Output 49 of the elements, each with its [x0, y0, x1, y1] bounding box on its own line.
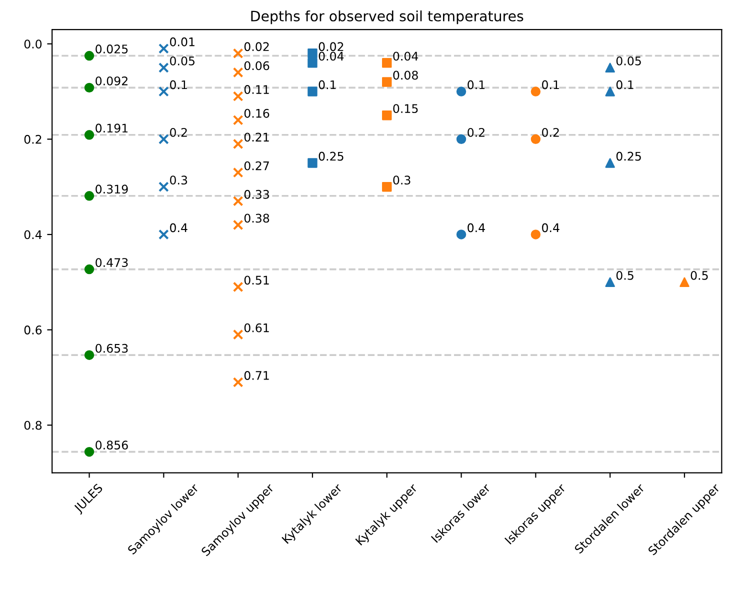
data-label: 0.319 — [96, 184, 128, 194]
data-label: 0.1 — [318, 80, 336, 90]
data-label: 0.05 — [616, 56, 641, 66]
data-label: 0.15 — [393, 104, 418, 114]
data-label: 0.473 — [96, 258, 128, 267]
data-label: 0.71 — [244, 371, 269, 380]
y-tick-label: 0.6 — [24, 326, 42, 334]
data-label: 0.3 — [170, 176, 188, 185]
data-label: 0.4 — [170, 223, 188, 232]
data-label: 0.191 — [96, 124, 128, 133]
data-label: 0.16 — [244, 108, 270, 118]
data-label: 0.61 — [244, 323, 269, 332]
data-label: 0.1 — [170, 80, 187, 90]
data-label: 0.38 — [244, 214, 270, 223]
data-label: 0.25 — [616, 152, 641, 161]
data-label: 0.08 — [393, 70, 418, 80]
chart-title: Depths for observed soil temperatures — [251, 10, 524, 24]
data-label: 0.02 — [318, 42, 344, 52]
data-label: 0.11 — [244, 85, 269, 94]
y-tick-label: 0.0 — [24, 40, 42, 48]
data-label: 0.2 — [468, 128, 484, 137]
data-label: 0.2 — [542, 128, 559, 137]
data-label: 0.06 — [244, 61, 270, 70]
data-label: 0.5 — [690, 270, 708, 280]
data-label: 0.51 — [244, 276, 269, 285]
data-label: 0.5 — [616, 270, 634, 280]
data-label: 0.02 — [244, 42, 269, 52]
data-label: 0.01 — [170, 37, 194, 46]
data-label: 0.4 — [542, 223, 560, 232]
data-label: 0.27 — [244, 161, 269, 170]
data-label: 0.2 — [170, 128, 187, 137]
y-tick-label: 0.4 — [24, 230, 42, 240]
data-label: 0.856 — [96, 440, 128, 450]
data-label: 0.25 — [318, 152, 344, 161]
data-label: 0.1 — [542, 80, 559, 90]
data-label: 0.1 — [468, 80, 485, 90]
data-label: 0.3 — [393, 176, 410, 185]
data-label: 0.092 — [96, 76, 128, 86]
data-label: 0.1 — [616, 80, 634, 90]
y-tick-label: 0.2 — [24, 134, 42, 144]
data-label: 0.4 — [468, 223, 485, 232]
data-label: 0.025 — [96, 44, 128, 54]
data-label: 0.05 — [170, 56, 194, 66]
y-tick-label: 0.8 — [24, 420, 42, 430]
data-label: 0.653 — [96, 344, 128, 353]
data-label: 0.04 — [318, 52, 344, 61]
data-label: 0.21 — [244, 132, 269, 142]
data-label: 0.33 — [244, 190, 269, 199]
data-label: 0.04 — [393, 52, 418, 61]
